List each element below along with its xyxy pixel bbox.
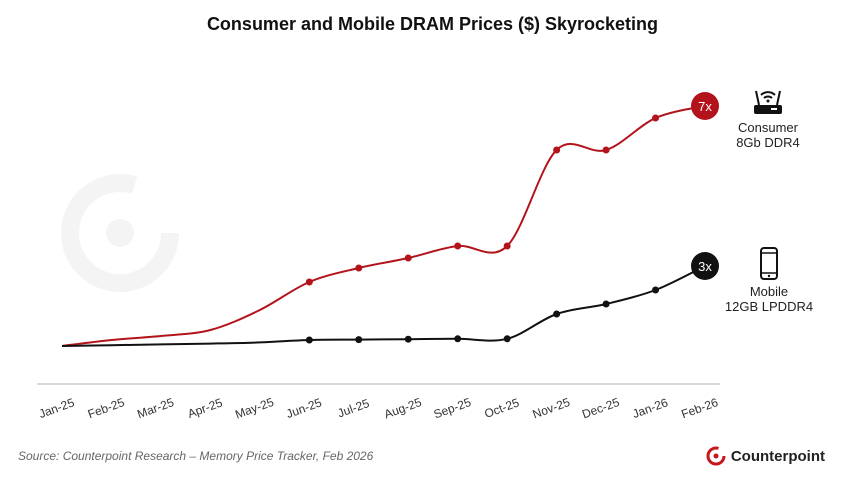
router-icon bbox=[754, 90, 782, 114]
data-point bbox=[503, 242, 511, 250]
x-tick-label: Jul-25 bbox=[336, 396, 372, 420]
data-point bbox=[454, 242, 462, 250]
data-point bbox=[305, 336, 313, 344]
data-point bbox=[553, 310, 561, 318]
data-point bbox=[602, 146, 610, 154]
watermark-logo bbox=[61, 174, 179, 292]
x-tick-label: Sep-25 bbox=[432, 395, 473, 422]
x-tick-label: Apr-25 bbox=[186, 395, 225, 421]
data-point bbox=[503, 335, 511, 343]
mobile-label-type: 12GB LPDDR4 bbox=[724, 299, 814, 314]
data-point bbox=[652, 286, 660, 294]
data-point bbox=[553, 146, 561, 154]
x-tick-label: Mar-25 bbox=[135, 395, 176, 421]
data-point bbox=[355, 264, 363, 272]
counterpoint-logo-icon bbox=[706, 446, 726, 466]
x-tick-label: Feb-26 bbox=[679, 395, 720, 421]
smartphone-icon bbox=[760, 247, 778, 280]
x-tick-labels: Jan-25 Feb-25 Mar-25 Apr-25 May-25 Jun-25 Jul-… bbox=[37, 395, 720, 422]
x-tick-label: Nov-25 bbox=[531, 395, 572, 421]
data-point bbox=[404, 335, 412, 343]
x-tick-label: Jan-26 bbox=[631, 395, 671, 421]
chart-title: Consumer and Mobile DRAM Prices ($) Skyr… bbox=[206, 14, 659, 34]
mobile-label: Mobile 12GB LPDDR4 bbox=[723, 247, 815, 314]
mobile-label-name: Mobile bbox=[749, 284, 789, 299]
data-point bbox=[602, 300, 610, 308]
x-tick-label: Jan-25 bbox=[37, 395, 77, 421]
end-label: 7x bbox=[698, 99, 712, 114]
data-point bbox=[454, 335, 462, 343]
end-marker bbox=[691, 252, 719, 280]
consumer-label: Consumer 8Gb DDR4 bbox=[733, 85, 803, 150]
data-point bbox=[404, 254, 412, 262]
end-label: 3x bbox=[698, 259, 712, 274]
series-line-1 bbox=[61, 265, 706, 347]
x-tick-label: May-25 bbox=[233, 395, 276, 422]
series-group: 7x 3x bbox=[61, 92, 719, 347]
consumer-label-type: 8Gb DDR4 bbox=[736, 135, 800, 150]
data-point bbox=[355, 336, 363, 344]
data-point bbox=[305, 278, 313, 286]
data-point bbox=[652, 114, 660, 122]
x-tick-label: Jun-25 bbox=[284, 395, 324, 421]
brand-name: Counterpoint bbox=[730, 447, 825, 465]
x-tick-label: Aug-25 bbox=[382, 395, 423, 422]
end-marker bbox=[691, 92, 719, 120]
series-line-0 bbox=[61, 105, 706, 347]
brand-logo: Counterpoint bbox=[706, 446, 825, 466]
x-tick-label: Dec-25 bbox=[580, 395, 621, 421]
source-note: Source: Counterpoint Research – Memory P… bbox=[18, 449, 374, 463]
x-tick-label: Oct-25 bbox=[482, 395, 521, 421]
x-tick-label: Feb-25 bbox=[86, 395, 127, 421]
consumer-label-name: Consumer bbox=[738, 120, 798, 135]
